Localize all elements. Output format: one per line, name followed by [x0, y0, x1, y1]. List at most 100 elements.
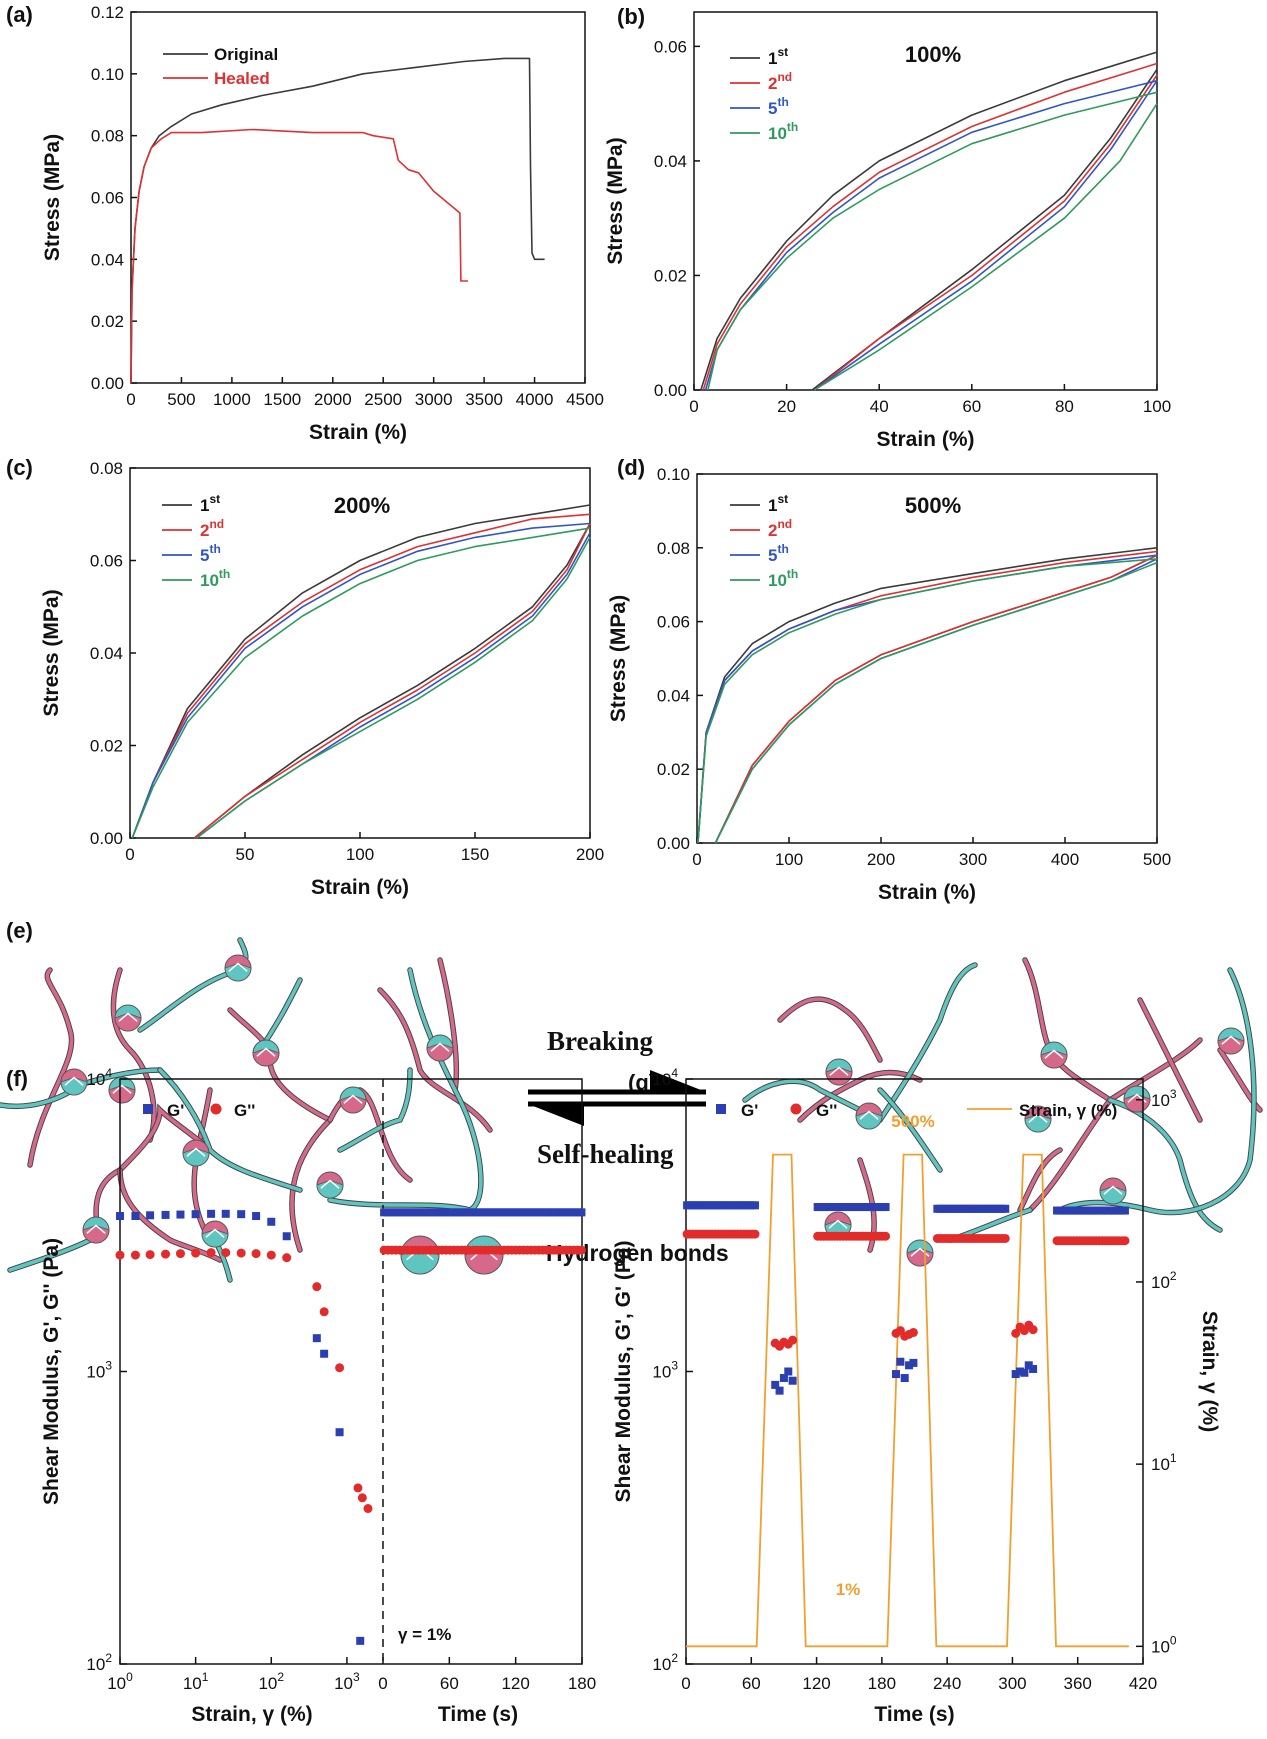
- y2-tick-label-base: 10: [1151, 1637, 1170, 1656]
- y-tick-label-base: 10: [652, 1655, 671, 1674]
- y-tick-label: 0.06: [657, 613, 690, 632]
- polymer-chain: [111, 968, 156, 1142]
- y-tick-label: 104: [652, 1066, 678, 1089]
- hydrogen-bond-interface: [828, 1219, 848, 1229]
- plot-frame: [119, 1078, 583, 1665]
- g-double-prime-point: [353, 1483, 363, 1493]
- g-prime-point: [779, 1374, 788, 1383]
- x-tick-label: 120: [501, 1674, 529, 1693]
- chart-a: 0 500 1000 1500 2000 2500 3000 3500 4000 4500 0.00…: [41, 3, 604, 444]
- g-double-prime-point: [750, 1229, 760, 1239]
- y-tick-label: 0.04: [90, 644, 123, 663]
- legend-label: 2nd: [768, 517, 792, 540]
- hydrogen-bond-interface: [256, 1047, 276, 1057]
- legend-strain-label: Strain, γ (%): [1019, 1101, 1117, 1120]
- polymer-chain: [158, 1068, 302, 1192]
- x-tick-label: 100: [107, 1670, 133, 1693]
- legend-cycle-suffix: st: [777, 492, 788, 506]
- y-tick-label-base: 10: [86, 1363, 105, 1382]
- g-double-prime-point: [357, 1493, 367, 1503]
- y-tick-label: 0.10: [657, 465, 690, 484]
- legend-label: Healed: [214, 69, 270, 88]
- x-tick-label: 103: [334, 1670, 360, 1693]
- g-double-prime-point: [115, 1250, 125, 1260]
- y-tick-label-base: 10: [86, 1070, 105, 1089]
- g-double-prime-point: [881, 1231, 891, 1241]
- legend-cycle-suffix: th: [787, 120, 798, 134]
- g-prime-point: [1029, 1364, 1038, 1373]
- y2-tick-label: 101: [1151, 1451, 1177, 1474]
- legend-cycle-suffix: th: [209, 542, 220, 556]
- series-1-unloading: [811, 68, 1158, 391]
- series-1-unloading: [714, 554, 1158, 844]
- y2-tick-label-base: 10: [1151, 1091, 1170, 1110]
- x-tick-label: 360: [1064, 1674, 1092, 1693]
- x-tick-label-exp: 2: [277, 1670, 284, 1684]
- y-tick-label: 0.08: [91, 127, 124, 146]
- legend-g-prime-label: G': [167, 1101, 184, 1120]
- legend-cycle-suffix: nd: [777, 517, 792, 531]
- x-tick-label-exp: 1: [202, 1670, 209, 1684]
- g-prime-point: [252, 1212, 261, 1221]
- legend-g-prime-marker: [143, 1104, 153, 1114]
- g-double-prime-point: [161, 1249, 171, 1259]
- legend-label: 1st: [768, 45, 788, 68]
- hydrogen-bond-half: [60, 1077, 88, 1096]
- legend-label: 5th: [200, 542, 221, 565]
- legend-cycle-number: 2: [768, 521, 777, 540]
- x-tick-label: 50: [236, 845, 255, 864]
- panel-label-d: (d): [617, 455, 645, 480]
- hydrogen-bond-half: [906, 1248, 934, 1267]
- hydrogen-bond-interface: [1028, 1113, 1048, 1123]
- y2-tick-label: 103: [1151, 1087, 1177, 1110]
- y-axis-title: Stress (MPa): [607, 595, 630, 722]
- x-tick-label: 3500: [465, 390, 503, 409]
- hydrogen-bond-interface: [1103, 1185, 1123, 1195]
- x-tick-label: 200: [867, 850, 895, 869]
- y-tick-label-base: 10: [652, 1070, 671, 1089]
- chart-d: 0 100 200 300 400 500 0.00 0.02 0.04 0.06 0.08 0.10…: [607, 465, 1171, 904]
- polymer-chain: [290, 1118, 332, 1252]
- legend-label: 10th: [768, 567, 798, 590]
- y-axis-title: Shear Modulus, G', G' (Pa): [612, 1240, 635, 1502]
- y-tick-label-exp: 2: [105, 1651, 112, 1665]
- x-tick-label: 400: [1051, 850, 1079, 869]
- legend-label: 10th: [200, 567, 230, 590]
- g-double-prime-point: [1011, 1328, 1021, 1338]
- y-tick-label: 0.00: [90, 829, 123, 848]
- g-prime-point: [335, 1428, 344, 1437]
- y-tick-label-exp: 4: [105, 1066, 112, 1080]
- polymer-chain: [1108, 1038, 1202, 1102]
- hydrogen-bond-half: [825, 1067, 853, 1086]
- g-double-prime-point: [282, 1253, 292, 1263]
- polymer-chain: [1028, 1098, 1112, 1212]
- g-prime-point: [116, 1212, 124, 1221]
- strain-level-annotation: 200%: [334, 493, 390, 518]
- hydrogen-bond-interface: [910, 1247, 930, 1257]
- series-2-loading: [131, 513, 591, 839]
- equilibrium-arrows: [528, 1070, 706, 1126]
- hydrogen-bond-interface: [86, 1224, 106, 1234]
- polymer-chain: [1218, 1048, 1262, 1112]
- x-axis-title: Strain (%): [309, 421, 407, 444]
- polymer-chain: [778, 997, 882, 1062]
- hydrogen-bond-half: [426, 1043, 454, 1062]
- strain-1-annotation: 1%: [836, 1580, 861, 1599]
- y2-tick-label: 100: [1151, 1633, 1177, 1656]
- x-tick-label: 0: [378, 1674, 387, 1693]
- x-tick-label: 100: [1143, 397, 1171, 416]
- hydrogen-bond-half: [400, 1247, 440, 1275]
- series-4-unloading: [714, 561, 1158, 844]
- y2-tick-label-exp: 2: [1170, 1269, 1177, 1283]
- x-tick-label: 80: [1055, 397, 1074, 416]
- polymer-chain: [28, 968, 74, 1167]
- x-tick-label: 1500: [263, 390, 301, 409]
- polymer-chain: [1018, 1148, 1062, 1212]
- hydrogen-bond-half: [1040, 1050, 1068, 1069]
- legend-cycle-suffix: st: [209, 492, 220, 506]
- y-tick-label: 0.06: [90, 552, 123, 571]
- hydrogen-bond-interface: [64, 1076, 84, 1086]
- y-axis-title: Stress (MPa): [604, 137, 627, 264]
- hydrogen-bond-interface: [1044, 1049, 1064, 1059]
- hydrogen-bond-half: [464, 1247, 504, 1275]
